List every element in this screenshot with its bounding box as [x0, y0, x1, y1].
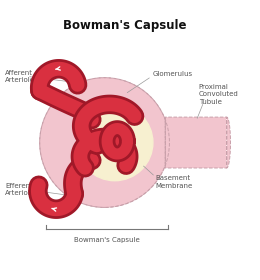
- Circle shape: [76, 104, 153, 181]
- Text: Afferent
Arteriole: Afferent Arteriole: [5, 70, 35, 83]
- Text: Proximal
Convoluted
Tubule: Proximal Convoluted Tubule: [199, 84, 238, 105]
- Text: Basement
Membrane: Basement Membrane: [155, 175, 193, 189]
- Text: Bowman's Capsule: Bowman's Capsule: [74, 237, 140, 243]
- Text: Bowman's Capsule: Bowman's Capsule: [63, 19, 187, 32]
- Text: Efferent
Arteriole: Efferent Arteriole: [5, 183, 35, 196]
- Polygon shape: [40, 78, 231, 207]
- Text: Glomerulus: Glomerulus: [153, 71, 193, 77]
